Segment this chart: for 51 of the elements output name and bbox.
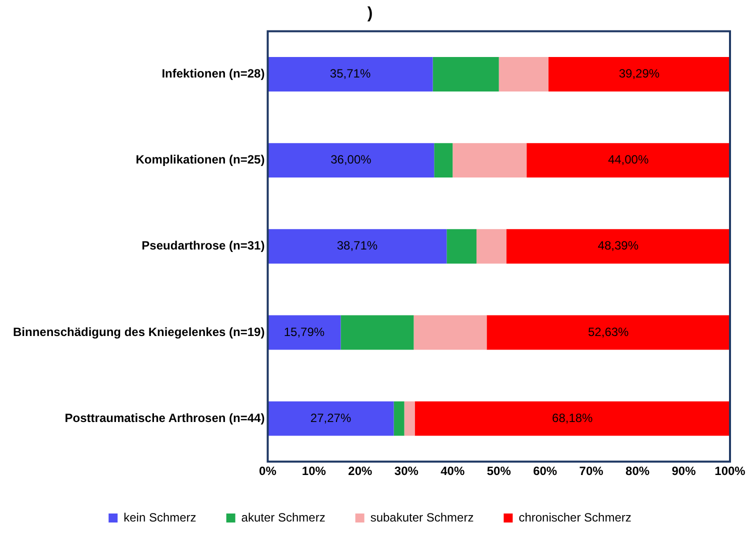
bar xyxy=(404,401,415,436)
data-label: 15,79% xyxy=(284,324,325,339)
bar xyxy=(414,401,730,436)
x-tick-label: 30% xyxy=(394,464,419,478)
bar xyxy=(268,57,433,92)
y-tick-label: Komplikationen (n=25) xyxy=(136,152,265,167)
y-tick-label: Binnenschädigung des Kniegelenkes (n=19) xyxy=(12,324,265,339)
data-label: 48,39% xyxy=(598,238,639,253)
y-tick-label: Posttraumatische Arthrosen (n=44) xyxy=(64,410,265,425)
y-tick-label: Infektionen (n=28) xyxy=(162,66,265,81)
bar xyxy=(340,315,414,350)
x-tick-label: 20% xyxy=(348,464,373,478)
x-tick-label: 80% xyxy=(626,464,650,478)
data-label: 36,00% xyxy=(330,152,372,167)
bar xyxy=(268,143,434,178)
bar xyxy=(268,315,341,350)
x-tick-label: 90% xyxy=(672,464,696,478)
x-tick-label: 40% xyxy=(440,464,465,478)
bar xyxy=(268,229,447,264)
data-label: 35,71% xyxy=(330,66,371,81)
bar xyxy=(486,315,730,350)
bar xyxy=(548,57,730,92)
data-label: 52,63% xyxy=(588,324,630,339)
bar xyxy=(452,143,527,178)
bar xyxy=(394,401,404,436)
y-tick-label: Pseudarthrose (n=31) xyxy=(142,238,265,253)
data-label: 44,00% xyxy=(608,152,649,167)
bar xyxy=(498,57,548,92)
data-label: 38,71% xyxy=(336,238,378,253)
legend-label: chronischer Schmerz xyxy=(518,510,632,524)
x-tick-label: 10% xyxy=(302,464,326,478)
data-label: 68,18% xyxy=(552,410,594,425)
x-tick-label: 50% xyxy=(486,464,512,478)
legend-label: subakuter Schmerz xyxy=(370,510,474,524)
bar xyxy=(434,143,453,178)
x-tick-label: 70% xyxy=(579,464,604,478)
bar xyxy=(446,229,476,264)
x-tick-label: 100% xyxy=(714,464,746,478)
legend-label: akuter Schmerz xyxy=(241,510,326,524)
bar xyxy=(476,229,506,264)
bar xyxy=(268,401,394,436)
data-label: 39,29% xyxy=(618,66,660,81)
bar xyxy=(414,315,487,350)
bar xyxy=(506,229,730,264)
data-label: 27,27% xyxy=(310,410,352,425)
x-tick-label: 60% xyxy=(533,464,558,478)
bar xyxy=(432,57,499,92)
legend-label: kein Schmerz xyxy=(124,510,196,524)
x-tick-label: 0% xyxy=(259,464,277,478)
bar xyxy=(526,143,730,178)
chart-title: ) xyxy=(367,5,373,22)
